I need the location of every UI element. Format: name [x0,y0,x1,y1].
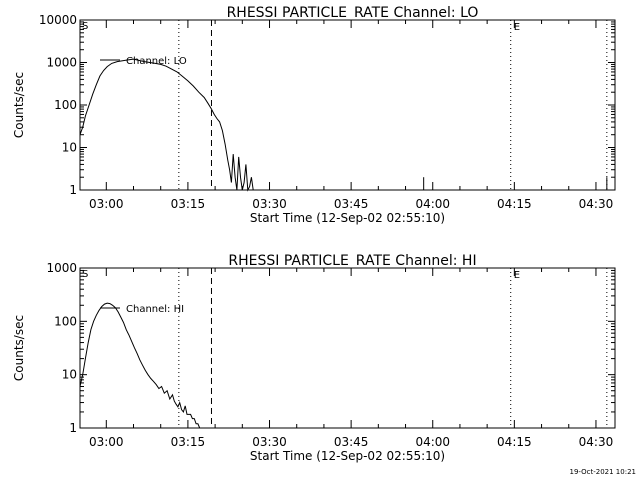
y-tick-label: 100 [54,314,77,328]
time-marker-label: E [514,270,520,281]
time-marker-label: E [514,22,520,33]
x-tick-label: 04:15 [497,435,532,449]
x-tick-label: 03:30 [252,435,287,449]
legend-entry: Channel: HI [126,304,184,315]
x-tick-label: 03:15 [171,197,206,211]
y-tick-label: 10 [62,368,77,382]
y-axis-label: Counts/sec [12,315,26,381]
data-series-line [79,302,201,429]
x-tick-label: 03:00 [89,197,124,211]
plot-frame [79,267,616,429]
corner-label: S [82,269,88,280]
footer-timestamp: 19-Oct-2021 10:21 [570,468,636,476]
y-tick-label: 1000 [46,56,77,70]
y-tick-label: 10000 [39,13,77,27]
plot-panel-1: RHESSI PARTICLE_RATE Channel: HI 1 10 100 10… [12,253,616,463]
x-tick-label: 03:30 [252,197,287,211]
x-tick-label: 04:15 [497,197,532,211]
data-series-line [79,58,259,192]
y-tick-label: 1 [69,183,77,197]
x-tick-label: 04:30 [579,435,614,449]
plot-title: RHESSI PARTICLE_RATE Channel: LO [227,5,479,21]
plot-frame [79,19,616,191]
y-tick-label: 1 [69,421,77,435]
x-tick-label: 03:45 [334,197,369,211]
y-tick-label: 10 [62,141,77,155]
plot-title: RHESSI PARTICLE_RATE Channel: HI [228,253,476,269]
x-axis-label: Start Time (12-Sep-02 02:55:10) [250,449,445,463]
y-tick-label: 100 [54,98,77,112]
y-axis-label: Counts/sec [12,72,26,138]
plot-panel-0: RHESSI PARTICLE_RATE Channel: LO 1 10 100 10… [12,5,616,225]
legend-entry: Channel: LO [126,56,187,67]
x-tick-label: 04:00 [415,435,450,449]
x-tick-label: 03:45 [334,435,369,449]
corner-label: S [82,21,88,32]
x-axis-label: Start Time (12-Sep-02 02:55:10) [250,211,445,225]
x-tick-label: 03:00 [89,435,124,449]
y-tick-label: 1000 [46,261,77,275]
x-tick-label: 03:15 [171,435,206,449]
x-tick-label: 04:00 [415,197,450,211]
x-tick-label: 04:30 [579,197,614,211]
